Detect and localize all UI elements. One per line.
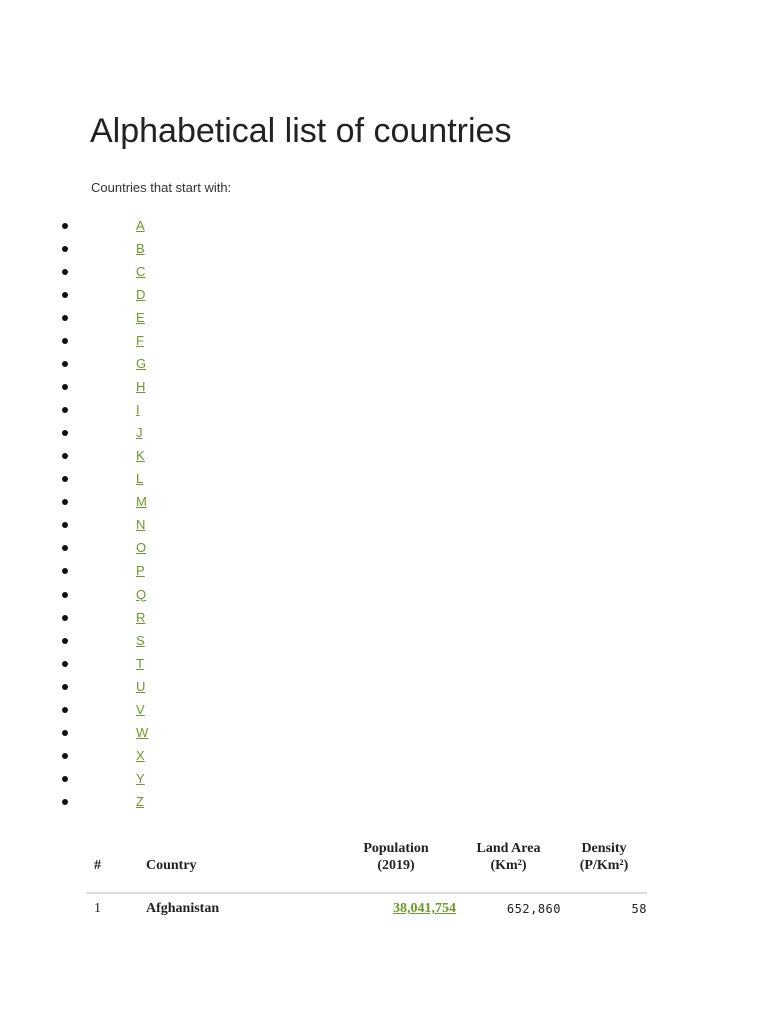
letter-link-k[interactable]: K bbox=[136, 448, 145, 464]
cell-density: 58 bbox=[561, 892, 647, 924]
letter-link-u[interactable]: U bbox=[136, 678, 146, 694]
bullet-icon bbox=[62, 430, 68, 437]
letter-link-z[interactable]: Z bbox=[136, 793, 144, 809]
intro-text: Countries that start with: bbox=[91, 180, 232, 195]
header-density: Density (P/Km²) bbox=[561, 836, 647, 893]
table-header-row: # Country Population (2019) Land Area (Km²… bbox=[86, 836, 647, 893]
bullet-icon bbox=[62, 338, 68, 345]
header-land-area: Land Area (Km²) bbox=[456, 836, 561, 893]
letter-link-b[interactable]: B bbox=[136, 241, 145, 257]
letter-link-n[interactable]: N bbox=[136, 517, 146, 533]
letter-link-d[interactable]: D bbox=[136, 287, 146, 303]
bullet-icon bbox=[62, 453, 68, 460]
bullet-icon bbox=[62, 292, 68, 299]
cell-country: Afghanistan bbox=[146, 892, 336, 924]
cell-rank: 1 bbox=[86, 892, 146, 924]
bullet-icon bbox=[62, 660, 68, 667]
page-title: Alphabetical list of countries bbox=[90, 112, 512, 150]
bullet-icon bbox=[62, 246, 68, 253]
header-density-line2: (P/Km²) bbox=[579, 858, 629, 873]
bullet-icon bbox=[62, 407, 68, 414]
letter-link-j[interactable]: J bbox=[136, 425, 143, 441]
bullet-icon bbox=[62, 269, 68, 276]
bullet-icon bbox=[62, 614, 68, 621]
letter-link-a[interactable]: A bbox=[136, 218, 145, 233]
bullet-icon bbox=[62, 752, 68, 759]
letter-link-s[interactable]: S bbox=[136, 632, 145, 648]
header-country: Country bbox=[146, 858, 197, 873]
letter-link-i[interactable]: I bbox=[136, 402, 140, 418]
bullet-icon bbox=[62, 384, 68, 391]
letter-link-c[interactable]: C bbox=[136, 264, 146, 280]
cell-population: 38,041,754 bbox=[336, 892, 456, 924]
bullet-icon bbox=[62, 798, 68, 805]
letter-link-m[interactable]: M bbox=[136, 494, 147, 510]
bullet-icon bbox=[62, 706, 68, 713]
header-land-line2: (Km²) bbox=[490, 858, 527, 873]
letter-link-f[interactable]: F bbox=[136, 333, 144, 349]
letter-link-h[interactable]: H bbox=[136, 379, 146, 395]
bullet-icon bbox=[62, 775, 68, 782]
letter-link-o[interactable]: O bbox=[136, 540, 147, 556]
letter-link-x[interactable]: X bbox=[136, 747, 145, 763]
header-density-line1: Density bbox=[581, 841, 627, 856]
bullet-icon bbox=[62, 499, 68, 506]
letter-link-q[interactable]: Q bbox=[136, 586, 147, 602]
letter-link-e[interactable]: E bbox=[136, 310, 145, 326]
letter-link-t[interactable]: T bbox=[136, 655, 144, 671]
bullet-icon bbox=[62, 591, 68, 598]
header-population-line2: (2019) bbox=[377, 858, 415, 873]
bullet-icon bbox=[62, 568, 68, 575]
header-rank: # bbox=[94, 858, 101, 873]
bullet-icon bbox=[62, 522, 68, 529]
header-land-line1: Land Area bbox=[476, 841, 541, 856]
population-link[interactable]: 38,041,754 bbox=[393, 901, 456, 916]
cell-land-area: 652,860 bbox=[456, 892, 561, 924]
letter-link-w[interactable]: W bbox=[136, 724, 149, 740]
letter-link-y[interactable]: Y bbox=[136, 770, 145, 786]
letter-link-r[interactable]: R bbox=[136, 609, 146, 625]
table-row: 1 Afghanistan 38,041,754 652,860 58 bbox=[86, 892, 647, 924]
bullet-icon bbox=[62, 637, 68, 644]
bullet-icon bbox=[62, 315, 68, 322]
bullet-icon bbox=[62, 545, 68, 552]
letter-link-g[interactable]: G bbox=[136, 356, 147, 372]
letter-link-l[interactable]: L bbox=[136, 471, 144, 487]
bullet-icon bbox=[62, 476, 68, 483]
letter-link-p[interactable]: P bbox=[136, 563, 145, 579]
bullet-icon bbox=[62, 683, 68, 690]
header-population-line1: Population bbox=[363, 841, 429, 856]
bullet-icon bbox=[62, 729, 68, 736]
countries-table: # Country Population (2019) Land Area (Km²… bbox=[86, 836, 647, 924]
header-population: Population (2019) bbox=[336, 836, 456, 893]
letter-link-v[interactable]: V bbox=[136, 701, 145, 717]
bullet-icon bbox=[62, 361, 68, 368]
bullet-icon bbox=[62, 223, 68, 229]
